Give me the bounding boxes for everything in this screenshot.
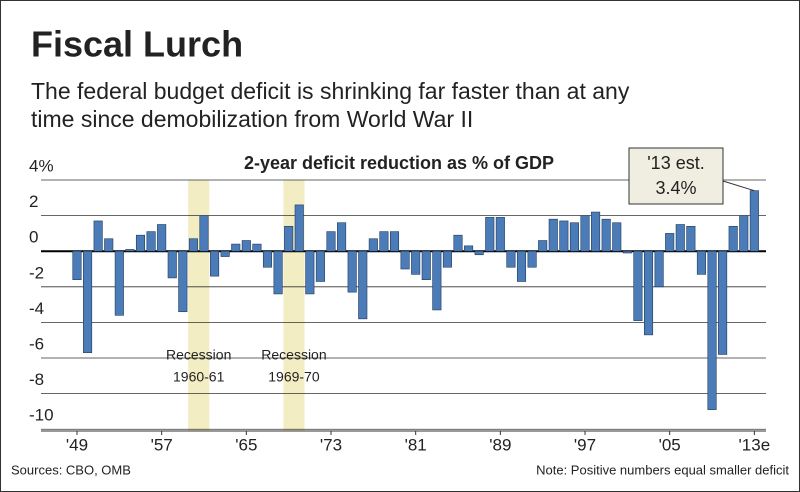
bar <box>157 224 167 252</box>
bar <box>83 250 93 353</box>
bar <box>622 250 632 254</box>
bar <box>167 250 177 279</box>
bar <box>739 215 749 252</box>
y-tick-label: -10 <box>29 406 54 425</box>
bar <box>114 250 124 316</box>
bar <box>178 250 188 313</box>
y-tick-label: 0 <box>29 228 38 247</box>
bar <box>749 190 759 252</box>
y-tick-label: -2 <box>29 263 44 282</box>
bar <box>210 250 220 277</box>
recession-period: 1969-70 <box>268 369 320 385</box>
bar <box>326 231 336 252</box>
callout-title: '13 est. <box>647 153 704 173</box>
bar <box>125 249 135 252</box>
chart-title: Fiscal Lurch <box>31 24 243 65</box>
x-tick-label: '65 <box>235 435 257 454</box>
bar <box>188 238 198 252</box>
bar <box>686 225 696 252</box>
bar <box>93 220 103 252</box>
x-tick-label: '05 <box>659 435 681 454</box>
bar <box>252 243 262 252</box>
bar <box>284 225 294 252</box>
bar <box>294 204 304 252</box>
bar <box>347 250 357 293</box>
bar <box>538 240 548 252</box>
bar <box>485 217 495 252</box>
y-tick-label: -6 <box>29 334 44 353</box>
bar <box>474 250 484 256</box>
bar <box>591 211 601 252</box>
bar <box>315 250 325 282</box>
bar <box>643 250 654 336</box>
callout-value: 3.4% <box>655 178 696 198</box>
bar <box>580 215 590 252</box>
bar <box>548 218 558 252</box>
bar <box>453 234 463 252</box>
bar <box>707 250 717 410</box>
x-tick-label: '89 <box>489 435 511 454</box>
bar <box>104 238 114 252</box>
callout-box <box>628 147 724 205</box>
x-tick-label: '13e <box>739 435 771 454</box>
bar <box>675 224 685 252</box>
x-tick-label: '73 <box>320 435 342 454</box>
recession-period: 1960-61 <box>173 369 225 385</box>
bar <box>569 222 579 252</box>
x-tick-label: '57 <box>151 435 173 454</box>
bar <box>231 243 241 252</box>
x-tick-label: '81 <box>405 435 427 454</box>
x-tick-label: '97 <box>574 435 596 454</box>
plot-area: 4% 2 0 -2 -4 -6 -8 -10 Recession 1960-61 Recession… <box>29 147 771 454</box>
subtitle: time since demobilization from World War… <box>31 106 473 132</box>
bar <box>718 250 728 355</box>
y-tick-label: 2 <box>29 192 38 211</box>
recession-label: Recession <box>166 347 231 363</box>
bar <box>305 250 315 295</box>
bar <box>421 250 431 280</box>
bar <box>696 250 706 275</box>
bar <box>72 250 82 280</box>
bar <box>654 250 664 288</box>
bar <box>516 250 527 282</box>
bar <box>633 250 643 321</box>
bar <box>368 238 378 252</box>
subtitle: The federal budget deficit is shrinking … <box>31 78 630 104</box>
bar <box>527 250 537 268</box>
bar <box>432 250 442 311</box>
bar <box>442 250 452 268</box>
y-tick-label: -4 <box>29 299 44 318</box>
recession-label: Recession <box>261 347 326 363</box>
bar <box>601 218 611 252</box>
bar <box>273 250 283 295</box>
note: Note: Positive numbers equal smaller def… <box>536 462 789 477</box>
bar <box>379 231 389 252</box>
bar <box>146 231 156 252</box>
bar <box>400 250 410 270</box>
bar <box>495 217 505 252</box>
x-tick-label: '49 <box>66 435 88 454</box>
bar <box>337 222 347 252</box>
axis-title: 2-year deficit reduction as % of GDP <box>244 153 554 173</box>
bar <box>358 250 368 320</box>
bar <box>612 222 622 252</box>
bar <box>389 231 400 252</box>
bar <box>728 225 738 252</box>
callout-pointer <box>722 180 755 192</box>
bar <box>411 250 421 275</box>
bar <box>135 234 146 252</box>
y-tick-label: -8 <box>29 370 44 389</box>
bar <box>199 215 209 252</box>
source: Sources: CBO, OMB <box>11 462 131 477</box>
bar <box>241 240 251 252</box>
bar <box>220 250 230 257</box>
bar <box>262 250 273 268</box>
y-tick-label: 4% <box>29 156 54 175</box>
bar <box>464 245 474 252</box>
bar <box>559 220 569 252</box>
bar <box>665 233 675 252</box>
bar <box>506 250 516 268</box>
